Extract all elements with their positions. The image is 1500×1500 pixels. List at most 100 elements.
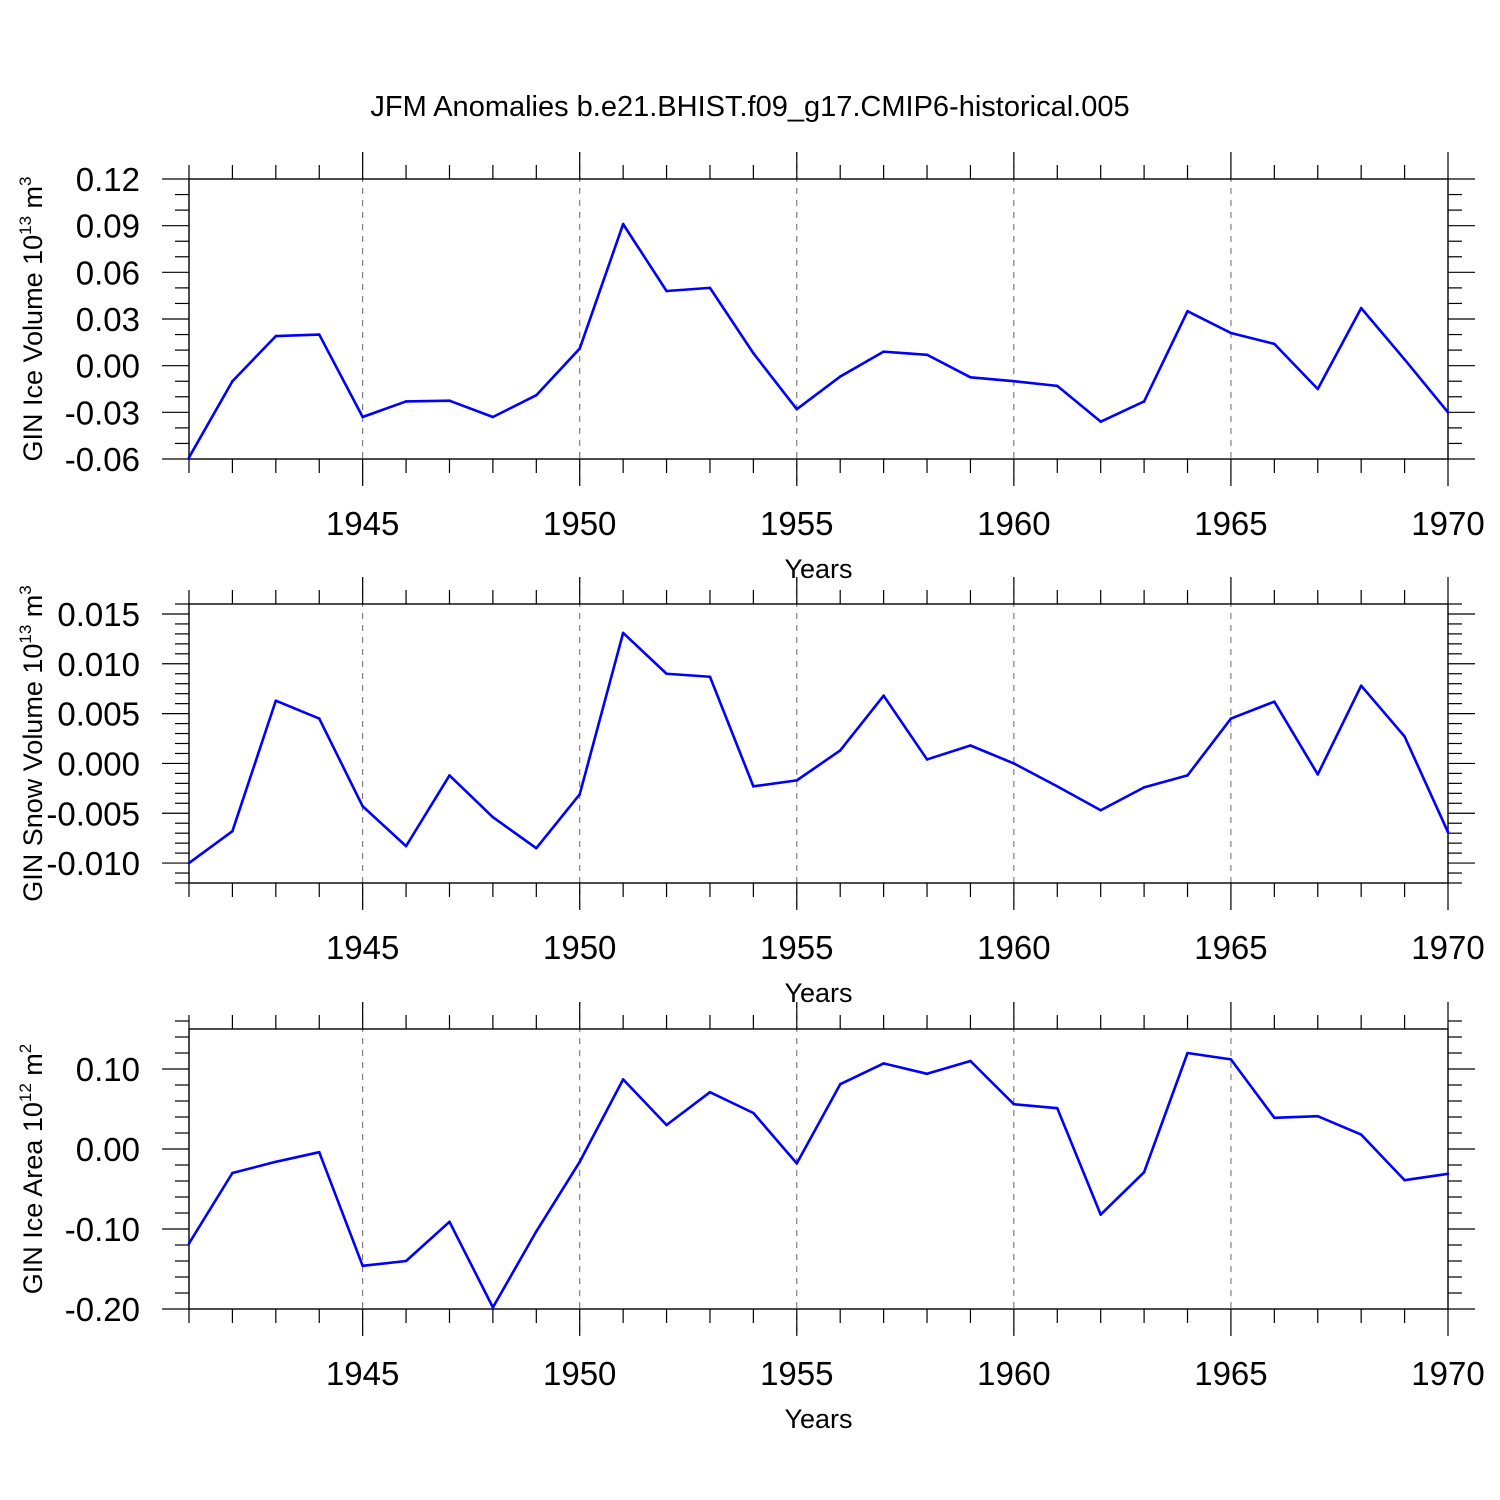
data-point: [752, 351, 755, 355]
y-axis-label-ylabel-unit-exp: 3: [16, 585, 35, 594]
x-tick-label: 1960: [977, 1355, 1050, 1392]
data-point: [925, 1072, 929, 1076]
plot-frame: [188, 1028, 1449, 1310]
x-tick-label: 1945: [326, 1355, 399, 1392]
y-tick-label: -0.20: [65, 1291, 140, 1328]
data-point: [795, 407, 799, 411]
y-axis-label: GIN Snow Volume 1013 m3: [16, 585, 48, 902]
data-point: [1403, 358, 1406, 361]
data-point: [187, 861, 191, 865]
data-point: [491, 415, 495, 419]
y-tick-label: 0.00: [76, 348, 140, 385]
data-point: [838, 375, 842, 378]
data-point: [969, 1059, 972, 1063]
data-point: [1446, 830, 1450, 834]
data-point: [274, 1160, 278, 1164]
data-point: [535, 393, 538, 397]
y-tick-label: 0.015: [57, 596, 140, 633]
y-axis-label-ylabel-main: GIN Snow Volume 10: [18, 644, 48, 902]
data-point: [578, 793, 582, 796]
y-axis-label-ylabel-main: GIN Ice Volume 10: [18, 235, 48, 462]
data-point: [1446, 411, 1450, 414]
data-point: [882, 350, 885, 353]
data-point: [969, 744, 972, 747]
chart-panels: -0.06 -0.03 0.00 0.03 0.06 0.09 0.12 1945 1950 19…: [16, 152, 1485, 1434]
y-axis-label-ylabel-unit-exp: 3: [16, 176, 35, 185]
y-tick-label: -0.005: [46, 795, 140, 832]
data-point: [1359, 684, 1363, 688]
y-axis-label-ylabel-exp: 12: [16, 1083, 35, 1102]
data-point: [1142, 786, 1146, 789]
x-tick-label: 1950: [543, 505, 616, 542]
data-point: [925, 353, 929, 357]
data-point: [838, 749, 842, 752]
data-point: [621, 222, 625, 226]
data-point: [1055, 785, 1059, 788]
data-point: [491, 815, 495, 819]
x-tick-label: 1965: [1194, 505, 1267, 542]
x-axis-label: Years: [784, 978, 852, 1008]
data-point: [404, 844, 408, 848]
data-point: [795, 779, 799, 782]
data-point: [752, 785, 755, 788]
x-axis-label: Years: [784, 554, 852, 584]
chart-title: JFM Anomalies b.e21.BHIST.f09_g17.CMIP6-…: [370, 91, 1129, 123]
y-axis-label-ylabel-unit: m: [18, 1053, 48, 1083]
data-point: [1012, 379, 1016, 383]
data-point: [708, 286, 712, 290]
y-tick-label: -0.03: [65, 394, 140, 431]
y-tick-label: -0.06: [65, 441, 140, 478]
data-point: [187, 1242, 191, 1245]
data-point: [1099, 808, 1102, 812]
data-point: [1142, 1170, 1146, 1174]
y-axis-label-ylabel-exp: 13: [16, 625, 35, 644]
data-point: [231, 1171, 234, 1175]
data-point: [1359, 306, 1363, 310]
x-tick-label: 1950: [543, 1355, 616, 1392]
y-axis-label: GIN Ice Area 1012 m2: [16, 1044, 48, 1295]
data-point: [708, 1090, 712, 1094]
data-point: [274, 699, 278, 702]
data-point: [665, 1123, 668, 1127]
y-tick-label: 0.10: [76, 1051, 140, 1088]
data-point: [1142, 400, 1146, 403]
data-point: [1186, 309, 1189, 313]
data-point: [621, 631, 625, 635]
plot-frame: [188, 178, 1449, 460]
y-tick-label: -0.010: [46, 845, 140, 882]
y-tick-label: 0.06: [76, 254, 140, 291]
data-point: [882, 1062, 885, 1065]
data-point: [404, 400, 408, 403]
data-point: [752, 1111, 755, 1115]
x-tick-label: 1960: [977, 505, 1050, 542]
data-point: [448, 774, 451, 777]
data-point: [1359, 1133, 1363, 1136]
data-point: [1012, 762, 1016, 765]
data-point: [838, 1082, 842, 1086]
data-point: [882, 694, 885, 697]
x-tick-label: 1950: [543, 929, 616, 966]
x-tick-label: 1970: [1411, 929, 1484, 966]
data-point: [317, 717, 321, 720]
x-tick-label: 1945: [326, 929, 399, 966]
y-tick-label: 0.09: [76, 208, 140, 245]
data-point: [535, 846, 538, 850]
data-point: [491, 1306, 495, 1309]
data-point: [1273, 700, 1276, 703]
x-tick-label: 1955: [760, 505, 833, 542]
y-tick-label: 0.010: [57, 646, 140, 683]
y-axis-label-ylabel-unit: m: [18, 186, 48, 216]
data-point: [274, 334, 278, 338]
x-tick-label: 1955: [760, 1355, 833, 1392]
x-tick-label: 1970: [1411, 505, 1484, 542]
panel-snow-volume: -0.010 -0.005 0.000 0.005 0.010 0.015 1945 1950…: [16, 577, 1485, 1008]
data-point: [1403, 735, 1406, 738]
data-point: [665, 672, 668, 676]
data-point: [578, 1160, 582, 1164]
data-point: [665, 289, 668, 293]
data-point: [361, 1264, 364, 1268]
y-tick-label: -0.10: [65, 1211, 140, 1248]
y-axis-label-ylabel-unit: m: [18, 595, 48, 625]
data-point: [231, 379, 234, 383]
data-point: [1316, 773, 1320, 776]
